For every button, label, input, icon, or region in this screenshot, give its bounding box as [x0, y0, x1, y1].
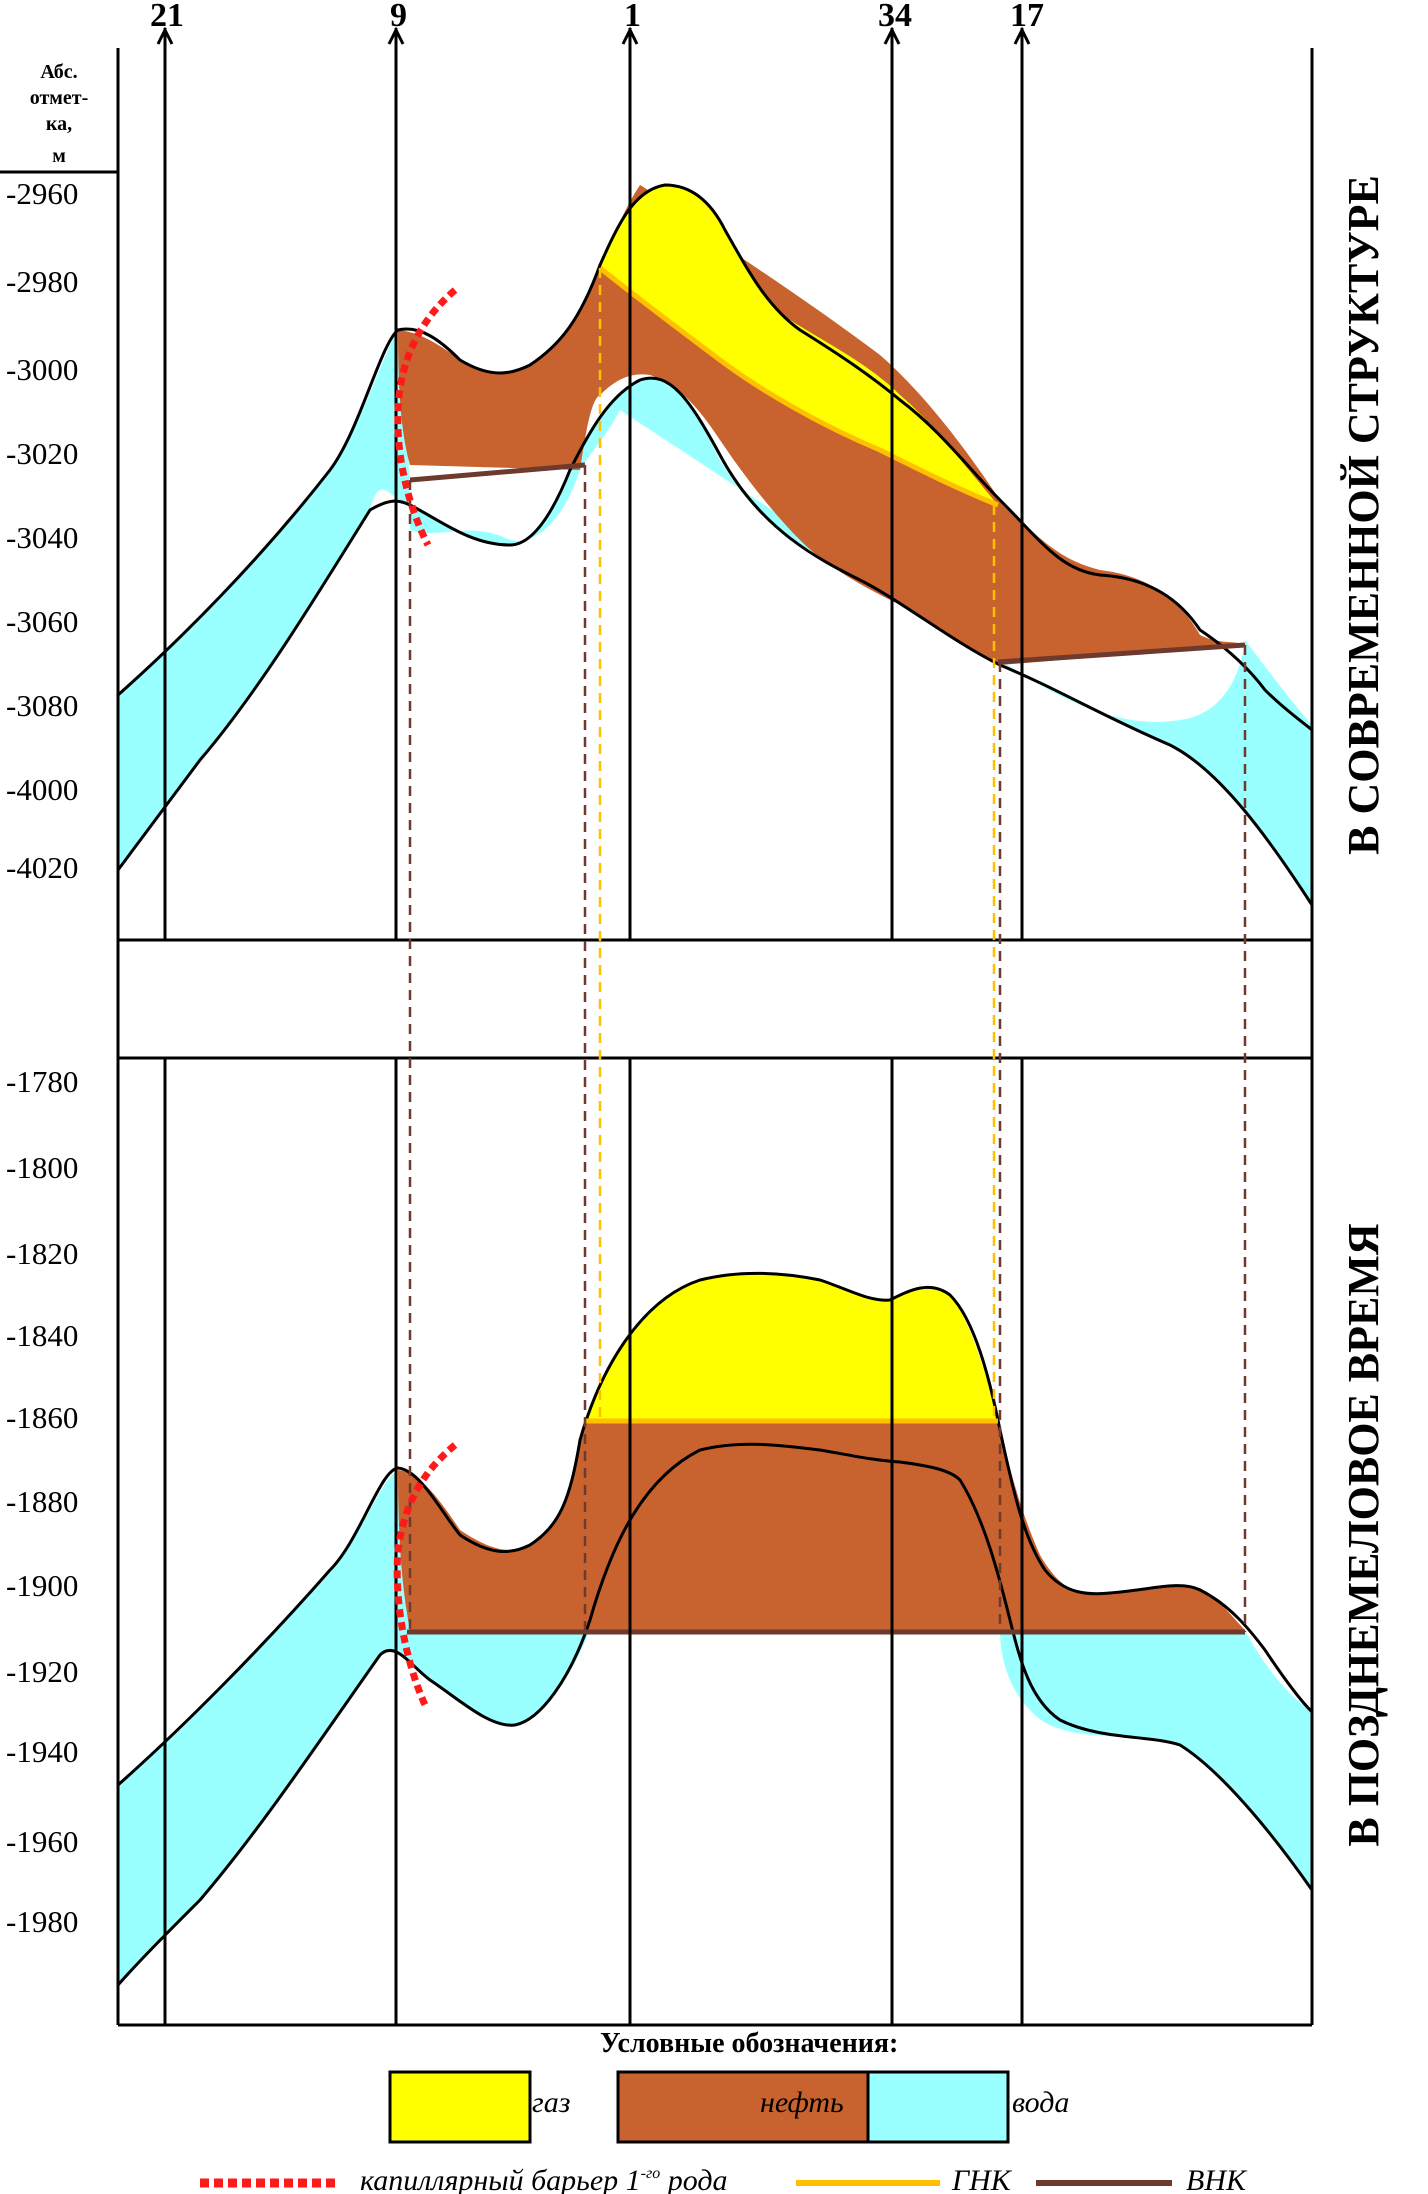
upper-panel — [116, 183, 1314, 906]
svg-text:-1800: -1800 — [6, 1150, 78, 1185]
well-label-1: 1 — [624, 0, 641, 34]
svg-text:-1840: -1840 — [6, 1318, 78, 1353]
svg-text:ка,: ка, — [46, 113, 72, 135]
legend-barrier-label: капиллярный барьер 1-го рода — [360, 2164, 728, 2194]
svg-text:-1960: -1960 — [6, 1824, 78, 1859]
svg-text:-3040: -3040 — [6, 520, 78, 555]
upper-axis-ticks: -2960 -2980 -3000 -3020 -3040 -3060 -308… — [6, 176, 78, 885]
well-label-34: 34 — [878, 0, 912, 34]
svg-text:-1820: -1820 — [6, 1236, 78, 1271]
upper-capillary-barrier — [394, 287, 458, 547]
svg-text:-4020: -4020 — [6, 850, 78, 885]
projection-lines — [408, 268, 1247, 1632]
well-lines — [163, 28, 1024, 2025]
lower-bottom-boundary — [116, 1442, 1314, 1986]
well-label-17: 17 — [1010, 0, 1044, 34]
lower-gas-region — [585, 1273, 998, 1420]
well-label-21: 21 — [150, 0, 184, 34]
svg-text:-1980: -1980 — [6, 1904, 78, 1939]
frame — [0, 48, 1314, 2027]
upper-vnk-line-left — [409, 462, 586, 483]
legend-vnk-label: ВНК — [1186, 2164, 1248, 2194]
legend-oil-label: нефть — [760, 2086, 844, 2119]
lower-panel-title: В ПОЗДНЕМЕЛОВОЕ ВРЕМЯ — [1339, 1223, 1388, 1847]
svg-text:-2960: -2960 — [6, 176, 78, 211]
svg-text:-3000: -3000 — [6, 352, 78, 387]
svg-text:-1920: -1920 — [6, 1654, 78, 1689]
lower-water-region-right — [1000, 1630, 1312, 1890]
svg-text:-1780: -1780 — [6, 1064, 78, 1099]
svg-text:-1900: -1900 — [6, 1568, 78, 1603]
legend-gnk-label: ГНК — [951, 2164, 1013, 2194]
upper-gnk-line — [598, 266, 999, 508]
svg-text:-1880: -1880 — [6, 1484, 78, 1519]
lower-top-boundary — [117, 1271, 1314, 1787]
well-label-9: 9 — [390, 0, 407, 34]
legend-water-label: вода — [1012, 2086, 1069, 2119]
legend-gas-label: газ — [532, 2086, 570, 2119]
svg-text:-3060: -3060 — [6, 604, 78, 639]
upper-panel-title: В СОВРЕМЕННОЙ СТРУКТУРЕ — [1339, 175, 1388, 855]
svg-text:-1860: -1860 — [6, 1400, 78, 1435]
legend-gas-swatch — [388, 2070, 532, 2144]
upper-vnk-line-right — [997, 642, 1246, 665]
upper-gas-region — [600, 185, 998, 505]
well-arrows — [156, 26, 1031, 45]
legend-oil-swatch — [616, 2070, 870, 2144]
lower-capillary-barrier — [393, 1442, 458, 1707]
legend-title: Условные обозначения: — [600, 2028, 898, 2059]
axis-header: Абс. отмет- ка, м — [30, 61, 89, 167]
svg-text:-1940: -1940 — [6, 1734, 78, 1769]
lower-panel — [116, 1271, 1314, 1986]
svg-text:Абс.: Абс. — [40, 61, 77, 83]
svg-text:отмет-: отмет- — [30, 87, 89, 109]
lower-axis-ticks: -1780 -1800 -1820 -1840 -1860 -1880 -190… — [6, 1064, 78, 1939]
upper-top-boundary — [117, 183, 1313, 732]
upper-bottom-boundary — [116, 376, 1314, 906]
lower-oil-region — [398, 1420, 1245, 1630]
lower-water-region — [118, 1470, 590, 1985]
svg-text:-3020: -3020 — [6, 436, 78, 471]
svg-text:м: м — [52, 145, 66, 167]
svg-text:-2980: -2980 — [6, 264, 78, 299]
svg-text:-4000: -4000 — [6, 772, 78, 807]
legend-water-swatch — [866, 2070, 1010, 2144]
svg-text:-3080: -3080 — [6, 688, 78, 723]
legend: Условные обозначения: газ нефть вода кап… — [200, 2028, 1248, 2194]
